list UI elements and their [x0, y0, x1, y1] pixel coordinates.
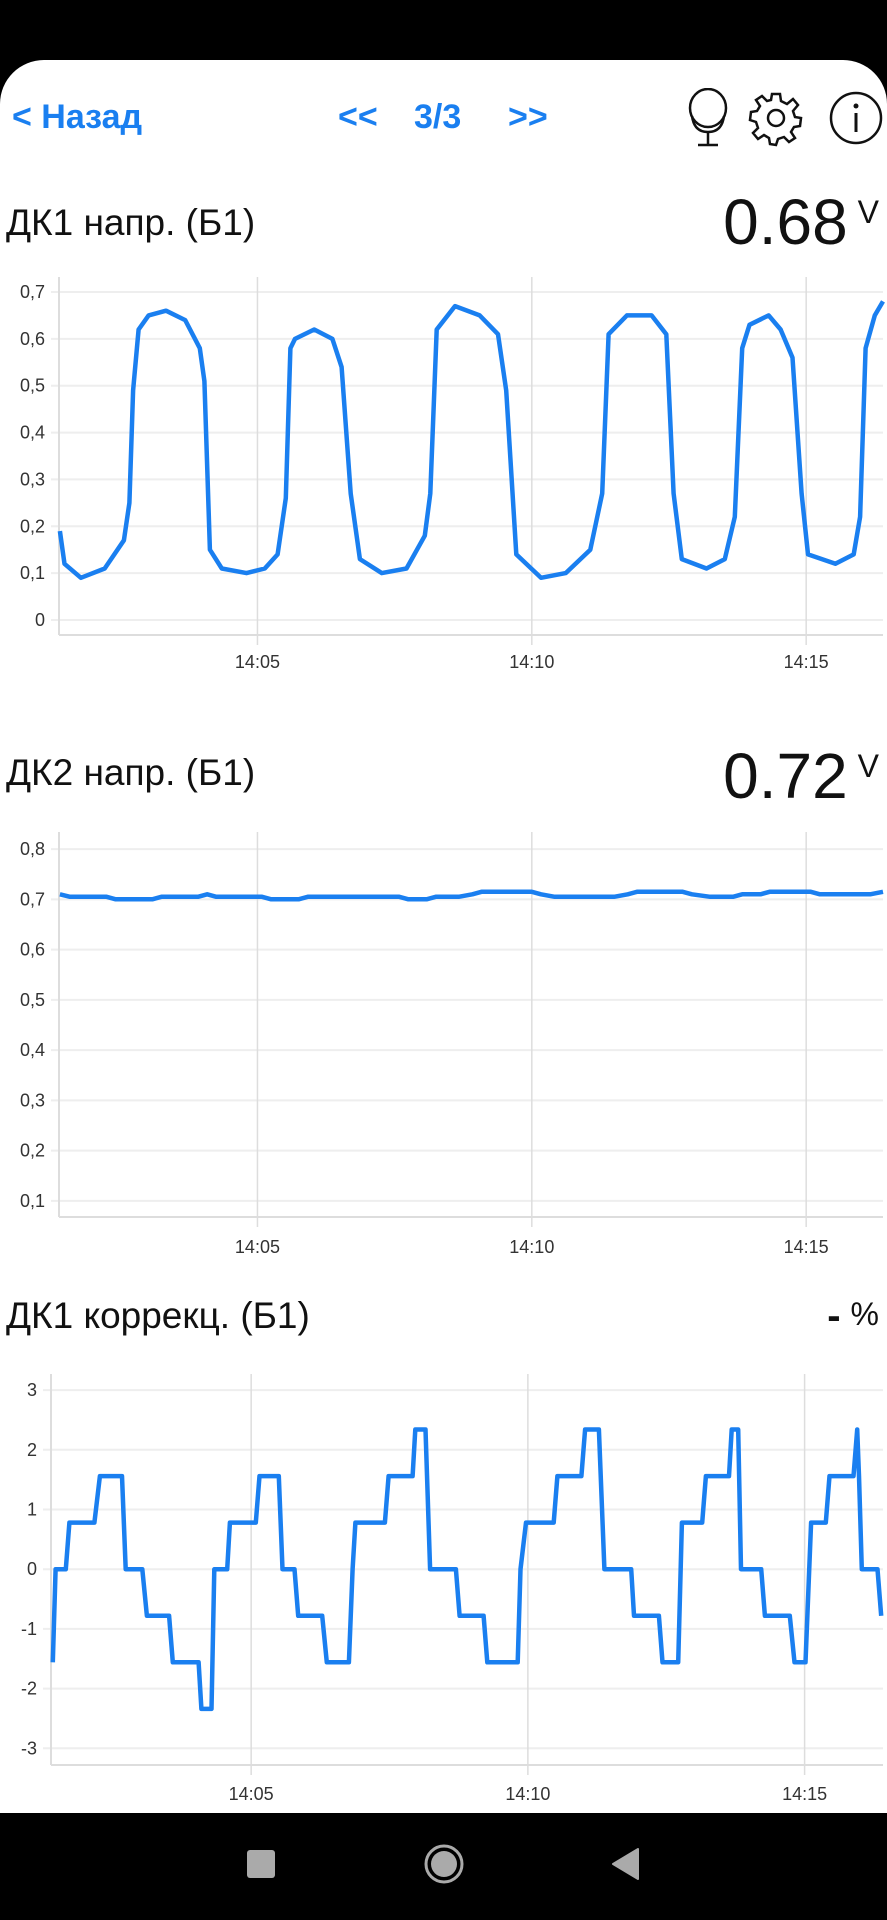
panel-1-value: 0.68 V — [723, 190, 879, 254]
back-button[interactable]: < Назад — [12, 98, 143, 136]
x-tick-label: 14:05 — [229, 1784, 274, 1804]
y-tick-label: 0,2 — [20, 1141, 45, 1161]
panel-1-title: ДК1 напр. (Б1) — [6, 202, 256, 243]
y-tick-label: 0,8 — [20, 839, 45, 859]
series-line — [57, 300, 885, 581]
microphone-icon[interactable] — [680, 87, 736, 148]
panel-3-unit: % — [850, 1296, 879, 1332]
series-line — [59, 889, 884, 902]
x-tick-label: 14:15 — [782, 1784, 827, 1804]
panel-2-value: 0.72 V — [723, 744, 879, 808]
x-tick-label: 14:10 — [509, 1237, 554, 1257]
x-tick-label: 14:10 — [505, 1784, 550, 1804]
x-tick-label: 14:15 — [784, 652, 829, 672]
panel-1-value-number: 0.68 — [723, 186, 848, 258]
panel-2-unit: V — [857, 748, 879, 784]
recents-square-icon[interactable] — [246, 1849, 276, 1884]
y-tick-label: 0,1 — [20, 563, 45, 583]
chart-o2-sensor-1-voltage[interactable]: 0 0,1 0,2 0,3 0,4 0,5 0,6 0,7 14:05 14:10 14:15 — [0, 0, 887, 700]
x-tick-label: 14:05 — [235, 652, 280, 672]
next-page-button[interactable]: >> — [508, 98, 548, 136]
panel-2-value-number: 0.72 — [723, 740, 848, 812]
x-tick-label: 14:05 — [235, 1237, 280, 1257]
y-tick-label: 2 — [27, 1440, 37, 1460]
y-tick-label: 0,3 — [20, 1090, 45, 1110]
y-tick-label: 0,6 — [20, 940, 45, 960]
panel-1-unit: V — [857, 194, 879, 230]
y-tick-label: 0 — [35, 610, 45, 630]
chart-o2-sensor-1-correction[interactable]: -3 -2 -1 0 1 2 3 14:05 14:10 14:15 — [0, 0, 887, 1812]
y-tick-label: 0,1 — [20, 1191, 45, 1211]
panel-3-title: ДК1 коррекц. (Б1) — [6, 1295, 310, 1336]
y-tick-label: 0,2 — [20, 516, 45, 536]
page-indicator: 3/3 — [414, 98, 462, 136]
y-tick-label: 0 — [27, 1559, 37, 1579]
gear-icon[interactable] — [748, 88, 804, 148]
y-tick-label: 0,3 — [20, 469, 45, 489]
y-tick-label: 3 — [27, 1380, 37, 1400]
y-tick-label: 1 — [27, 1500, 37, 1520]
y-tick-label: -1 — [21, 1619, 37, 1639]
x-tick-label: 14:10 — [509, 652, 554, 672]
y-tick-label: 0,6 — [20, 329, 45, 349]
y-tick-label: 0,5 — [20, 990, 45, 1010]
prev-page-button[interactable]: << — [338, 98, 378, 136]
y-tick-label: -3 — [21, 1738, 37, 1758]
y-tick-label: 0,5 — [20, 376, 45, 396]
y-tick-label: 0,7 — [20, 889, 45, 909]
y-tick-label: 0,4 — [20, 1040, 45, 1060]
y-tick-label: 0,4 — [20, 423, 45, 443]
y-tick-label: 0,7 — [20, 282, 45, 302]
panel-2-title: ДК2 напр. (Б1) — [6, 752, 256, 793]
panel-3-value: - % — [827, 1296, 879, 1336]
system-nav-bar — [0, 1813, 887, 1920]
chart-o2-sensor-2-voltage[interactable]: 0,1 0,2 0,3 0,4 0,5 0,6 0,7 0,8 14:05 14:10 14:15 — [0, 0, 887, 1270]
back-triangle-icon[interactable] — [610, 1847, 640, 1886]
x-tick-label: 14:15 — [784, 1237, 829, 1257]
y-tick-label: -2 — [21, 1679, 37, 1699]
app-screen: < Назад << 3/3 >> ДК1 напр. (Б1) 0.68 V … — [0, 60, 887, 1813]
header-bar: < Назад << 3/3 >> — [0, 60, 887, 180]
info-icon[interactable] — [828, 88, 884, 148]
home-circle-icon[interactable] — [423, 1843, 465, 1890]
panel-3-value-number: - — [827, 1294, 841, 1338]
series-line — [50, 1427, 884, 1712]
